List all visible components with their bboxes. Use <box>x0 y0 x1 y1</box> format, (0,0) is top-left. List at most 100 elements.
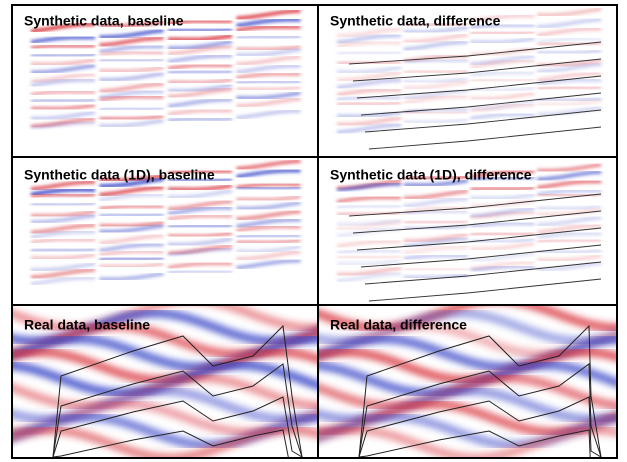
reflector-band <box>99 19 164 28</box>
reflector-band <box>30 192 96 199</box>
reflector-band <box>30 22 96 33</box>
reflector-band <box>403 117 469 125</box>
reflector-band <box>30 209 96 218</box>
reflector-band <box>167 205 233 216</box>
reflector-band <box>167 223 233 229</box>
reflector-band <box>236 168 301 179</box>
panel-title: Real data, difference <box>330 317 467 333</box>
reflector-band <box>403 232 469 243</box>
reflector-band <box>31 103 96 111</box>
reflector-band <box>168 34 233 42</box>
reflector-band <box>470 13 535 24</box>
reflector-band <box>167 19 233 26</box>
reflector-band <box>31 252 96 261</box>
reflector-band <box>470 221 535 229</box>
seismic-image <box>336 7 602 150</box>
reflector-band <box>13 347 317 385</box>
reflector-band <box>403 58 468 65</box>
reflector-band <box>336 100 402 107</box>
reflector-band <box>99 256 164 262</box>
horizon-line <box>52 363 303 457</box>
reflector-band <box>236 91 301 100</box>
reflector-band <box>337 258 402 266</box>
reflector-band <box>236 258 301 270</box>
reflector-band <box>470 70 535 78</box>
reflector-band <box>336 122 402 135</box>
reflector-band <box>30 72 96 84</box>
reflector-band <box>167 63 232 71</box>
reflector-band <box>99 94 164 102</box>
reflector-band <box>470 264 535 273</box>
panel-images <box>13 7 616 457</box>
reflector-band <box>30 223 96 235</box>
reflector-band <box>30 43 96 50</box>
seismic-image <box>319 306 616 457</box>
reflector-band <box>13 425 317 457</box>
reflector-band <box>30 89 96 97</box>
reflector-band <box>30 261 96 272</box>
reflector-band <box>336 71 402 82</box>
panel-grid <box>11 4 618 459</box>
horizon-line <box>356 227 602 251</box>
reflector-band <box>99 89 164 100</box>
reflector-band <box>403 236 468 248</box>
reflector-band <box>167 247 232 258</box>
reflector-band <box>30 97 96 104</box>
horizon-line <box>52 429 302 457</box>
reflector-band <box>537 188 602 197</box>
reflector-band <box>236 250 301 261</box>
seismic-image <box>336 162 602 302</box>
reflector-band <box>537 98 602 107</box>
horizon-line <box>358 429 601 457</box>
reflector-band <box>470 29 535 36</box>
reflector-band <box>99 28 164 39</box>
reflector-band <box>403 209 468 216</box>
reflector-band <box>470 169 535 179</box>
reflector-band <box>99 223 164 234</box>
reflector-band <box>537 48 602 55</box>
reflector-band <box>470 251 535 263</box>
reflector-band <box>13 306 317 333</box>
reflector-band <box>537 62 602 74</box>
reflector-band <box>30 52 96 58</box>
reflector-band <box>537 204 602 211</box>
reflector-band <box>99 71 164 82</box>
reflector-band <box>30 78 96 88</box>
reflector-band <box>99 242 164 253</box>
horizon-line <box>52 324 303 457</box>
reflector-band <box>537 162 602 173</box>
reflector-band <box>537 41 602 47</box>
reflector-band <box>236 244 301 254</box>
reflector-band <box>99 177 164 188</box>
reflector-band <box>337 110 402 119</box>
reflector-band <box>168 231 233 239</box>
reflector-band <box>167 77 233 85</box>
reflector-band <box>403 88 468 100</box>
reflector-band <box>99 57 164 63</box>
panel-title: Synthetic data, difference <box>330 13 501 29</box>
reflector-band <box>236 218 301 229</box>
reflector-band <box>236 79 301 85</box>
reflector-band <box>537 105 602 117</box>
reflector-band <box>470 112 535 121</box>
reflector-band <box>336 50 402 56</box>
reflector-band <box>236 85 301 92</box>
reflector-band <box>13 373 317 411</box>
reflector-band <box>236 47 301 57</box>
reflector-band <box>99 44 164 54</box>
reflector-band <box>236 9 301 21</box>
horizon-line <box>364 261 602 285</box>
reflector-band <box>537 36 602 45</box>
reflector-band <box>236 109 301 120</box>
horizon-line <box>364 109 602 133</box>
horizon-line <box>356 75 602 99</box>
horizon-line <box>360 244 602 268</box>
reflector-band <box>236 224 301 233</box>
reflector-band <box>336 78 402 90</box>
reflector-band <box>236 24 301 33</box>
reflector-band <box>30 187 96 197</box>
panel-title: Synthetic data (1D), difference <box>330 167 532 183</box>
reflector-band <box>30 229 96 239</box>
horizon-line <box>52 396 303 457</box>
